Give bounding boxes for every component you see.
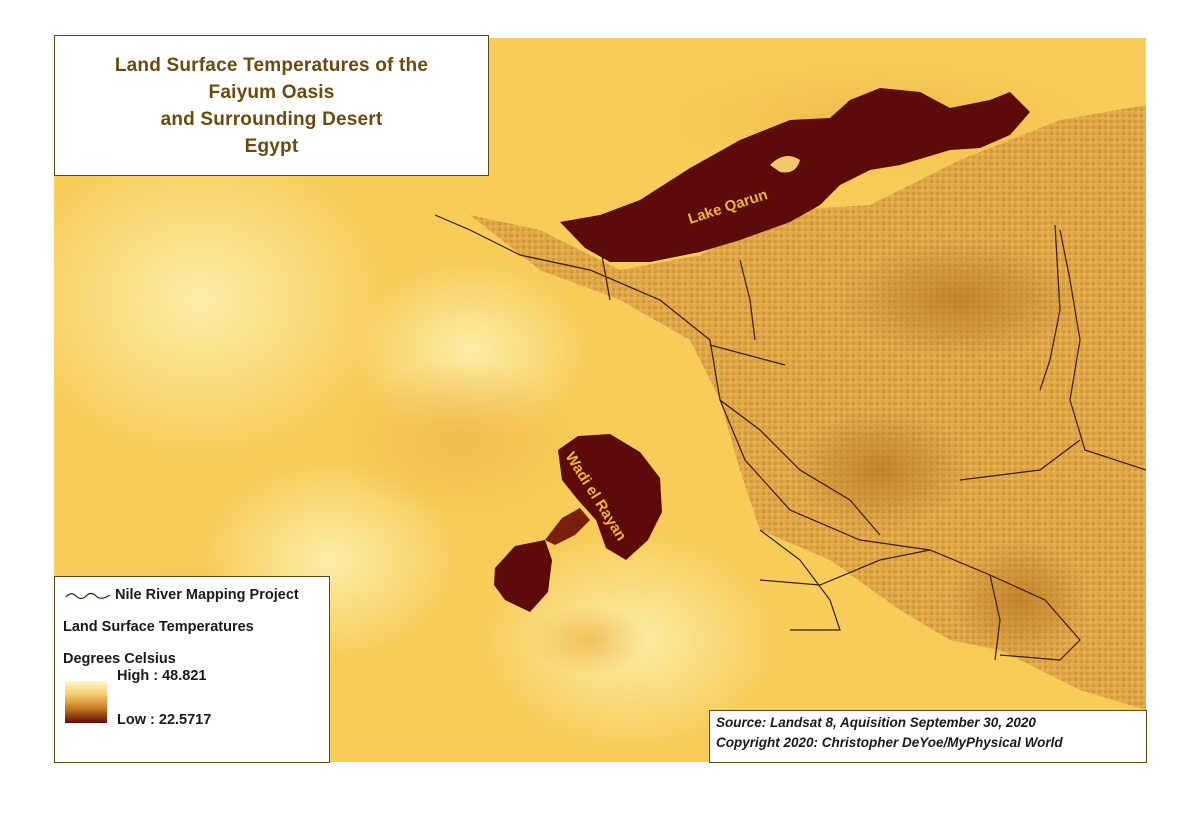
warm-patch-central xyxy=(340,360,580,520)
wadi-el-rayan-upper-lake xyxy=(558,434,662,560)
wadi-el-rayan-channel xyxy=(545,508,590,545)
lake-qarun-label: Lake Qarun xyxy=(686,186,770,228)
source-credit-box: Source: Landsat 8, Aquisition September … xyxy=(709,710,1147,763)
map-title-line-3: and Surrounding Desert xyxy=(160,108,383,130)
oasis-cool-zone-center xyxy=(790,410,970,530)
map-title-line-2: Faiyum Oasis xyxy=(208,81,335,103)
oasis-cool-zone-north xyxy=(840,240,1080,360)
wadi-el-rayan-label: Wadi el Rayan xyxy=(562,449,630,544)
copyright-line: Copyright 2020: Christopher DeYoe/MyPhys… xyxy=(716,735,1063,750)
map-title-line-1: Land Surface Temperatures of the xyxy=(114,54,429,76)
river-line-icon xyxy=(65,592,111,600)
legend-color-ramp xyxy=(65,681,107,723)
oasis-cool-zone-south xyxy=(950,540,1090,660)
warm-patch-south xyxy=(530,605,650,675)
legend-units: Degrees Celsius xyxy=(63,651,176,667)
legend-raster-title: Land Surface Temperatures xyxy=(63,619,254,635)
source-line: Source: Landsat 8, Aquisition September … xyxy=(716,715,1036,730)
wadi-el-rayan-lower-lake xyxy=(494,540,552,612)
map-label-layer: Lake Qarun Wadi el Rayan xyxy=(562,186,770,544)
legend-river-layer-label: Nile River Mapping Project xyxy=(115,587,299,603)
hot-desert-patch-west xyxy=(54,140,390,460)
legend-high-label: High : 48.821 xyxy=(117,668,207,684)
lake-qarun-island xyxy=(770,156,800,173)
lake-qarun-water xyxy=(560,88,1030,262)
map-title-line-4: Egypt xyxy=(244,135,299,157)
canal-network xyxy=(434,214,1146,661)
legend-low-label: Low : 22.5717 xyxy=(117,712,212,728)
map-title-box: Land Surface Temperatures of the Faiyum … xyxy=(54,35,489,176)
legend: Nile River Mapping Project Land Surface … xyxy=(54,576,330,763)
